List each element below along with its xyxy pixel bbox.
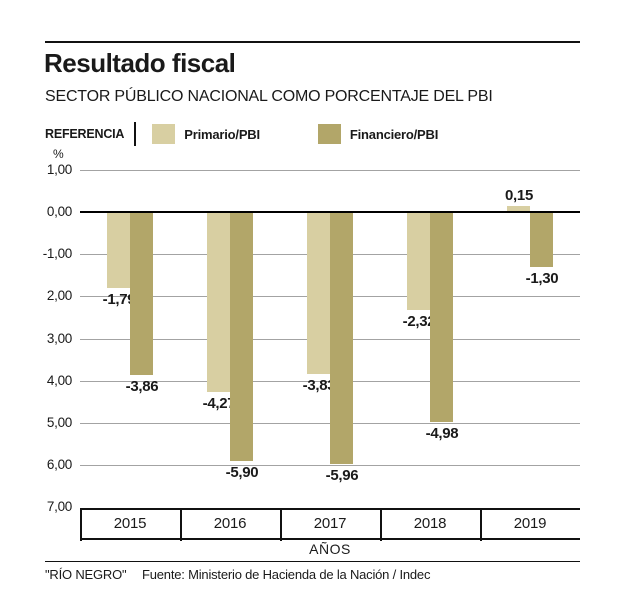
bar-value-label: -4,98	[425, 425, 459, 442]
x-tick-label-2017: 2017	[313, 515, 347, 532]
year-divider	[80, 508, 82, 541]
bar-primario-pbi-2019	[507, 206, 530, 212]
bar-value-label: -1,79	[102, 291, 136, 308]
x-tick-label-2015: 2015	[113, 515, 147, 532]
y-tick-label: 2,00	[46, 288, 72, 303]
zero-axis-line	[80, 211, 580, 213]
bar-primario-pbi-2015	[107, 212, 130, 288]
gridline	[80, 465, 580, 466]
bar-value-label: -2,32	[402, 313, 436, 330]
year-divider	[380, 508, 382, 541]
y-tick-label: -1,00	[42, 246, 73, 261]
x-tick-label-2018: 2018	[413, 515, 447, 532]
source-label: Fuente: Ministerio de Hacienda de la Nac…	[142, 567, 431, 582]
legend-item-label: Primario/PBI	[184, 126, 260, 142]
legend-item-label: Financiero/PBI	[349, 126, 439, 142]
legend-divider	[134, 122, 137, 146]
year-table	[80, 508, 580, 540]
page-title: Resultado fiscal	[44, 48, 236, 78]
bar-primario-pbi-2017	[307, 212, 330, 374]
bar-value-label: -5,96	[325, 467, 359, 484]
bar-financiero-pbi-2015	[130, 212, 153, 375]
y-tick-label: 3,00	[46, 331, 72, 346]
y-tick-label: 4,00	[46, 373, 72, 388]
legend-title: REFERENCIA	[45, 127, 125, 141]
x-axis-title: AÑOS	[309, 541, 351, 557]
y-tick-label: 7,00	[46, 499, 72, 514]
chart-subtitle: SECTOR PÚBLICO NACIONAL COMO PORCENTAJE …	[45, 88, 493, 105]
top-rule	[45, 41, 580, 43]
bar-financiero-pbi-2018	[430, 212, 453, 422]
x-tick-label-2016: 2016	[213, 515, 247, 532]
bar-value-label: -4,27	[202, 395, 236, 412]
year-divider	[280, 508, 282, 541]
bar-primario-pbi-2016	[207, 212, 230, 392]
bar-financiero-pbi-2017	[330, 212, 353, 464]
bar-value-label: -5,90	[225, 464, 259, 481]
y-tick-label: 0,00	[46, 204, 72, 219]
y-axis-unit-label: %	[53, 147, 64, 161]
bar-value-label: -3,83	[302, 377, 336, 394]
bar-financiero-pbi-2016	[230, 212, 253, 461]
bar-value-label: -1,30	[525, 270, 559, 287]
credit-label: "RÍO NEGRO"	[45, 567, 127, 582]
y-tick-label: 5,00	[46, 415, 72, 430]
x-tick-label-2019: 2019	[513, 515, 547, 532]
y-tick-label: 1,00	[46, 162, 72, 177]
bar-value-label: 0,15	[505, 187, 533, 204]
financiero-swatch-icon	[317, 124, 341, 144]
primario-swatch-icon	[152, 124, 176, 144]
footer-rule	[45, 561, 580, 562]
y-tick-label: 6,00	[46, 457, 72, 472]
bar-value-label: -3,86	[125, 378, 159, 395]
bar-primario-pbi-2018	[407, 212, 430, 310]
gridline	[80, 170, 580, 171]
year-divider	[180, 508, 182, 541]
bar-financiero-pbi-2019	[530, 212, 553, 267]
year-divider	[480, 508, 482, 541]
legend: REFERENCIA Primario/PBI Financiero/PBI	[45, 122, 496, 146]
legend-item-primario: Primario/PBI	[152, 124, 260, 144]
legend-item-financiero: Financiero/PBI	[317, 124, 439, 144]
